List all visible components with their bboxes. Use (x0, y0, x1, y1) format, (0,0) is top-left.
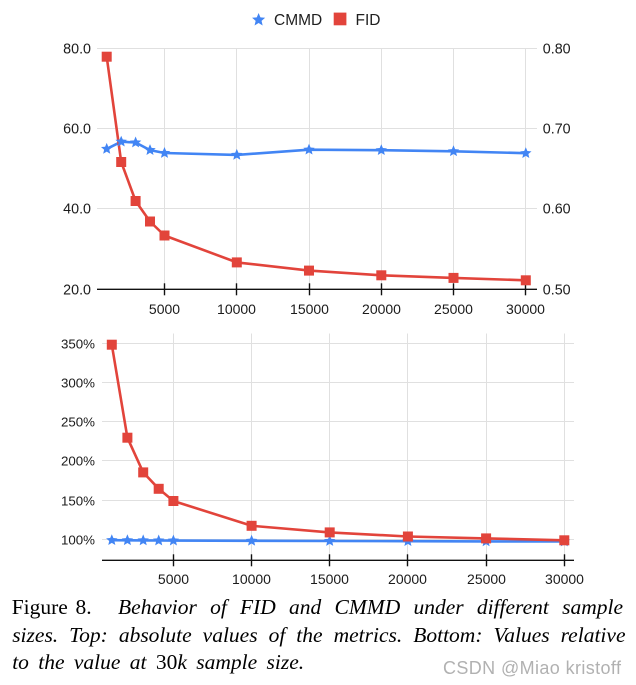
svg-text:20000: 20000 (362, 301, 401, 317)
svg-text:150%: 150% (61, 493, 95, 508)
svg-text:300%: 300% (61, 375, 95, 390)
svg-text:350%: 350% (61, 336, 95, 351)
svg-text:15000: 15000 (310, 571, 349, 587)
svg-text:30000: 30000 (506, 301, 545, 317)
svg-text:30000: 30000 (545, 571, 584, 587)
svg-text:0.50: 0.50 (543, 282, 571, 298)
svg-text:20.0: 20.0 (63, 282, 91, 298)
svg-text:80.0: 80.0 (63, 42, 91, 58)
svg-text:10000: 10000 (217, 301, 256, 317)
svg-text:0.70: 0.70 (543, 122, 571, 138)
svg-text:CMMD: CMMD (274, 12, 322, 29)
svg-text:0.80: 0.80 (543, 42, 571, 58)
svg-text:60.0: 60.0 (63, 122, 91, 138)
svg-text:0.60: 0.60 (543, 202, 571, 218)
svg-text:100%: 100% (61, 532, 95, 547)
svg-text:25000: 25000 (434, 301, 473, 317)
svg-text:250%: 250% (61, 414, 95, 429)
svg-text:15000: 15000 (290, 301, 329, 317)
svg-text:20000: 20000 (388, 571, 427, 587)
svg-text:10000: 10000 (232, 571, 271, 587)
svg-text:200%: 200% (61, 453, 95, 468)
svg-text:40.0: 40.0 (63, 202, 91, 218)
svg-text:FID: FID (356, 12, 381, 29)
svg-text:5000: 5000 (158, 571, 189, 587)
svg-text:5000: 5000 (149, 301, 180, 317)
svg-text:25000: 25000 (467, 571, 506, 587)
